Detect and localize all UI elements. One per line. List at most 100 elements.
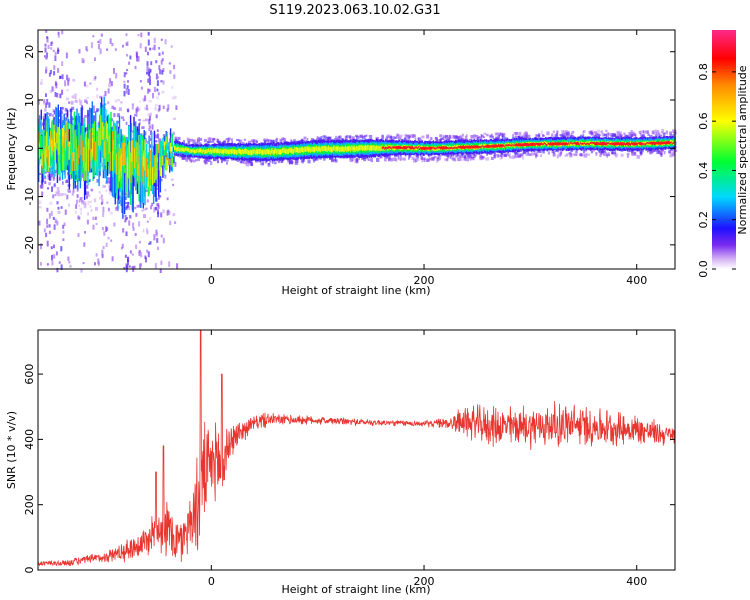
spectrogram-ridge-cell <box>126 162 128 185</box>
spectrogram-cell <box>368 135 373 138</box>
spectrogram-cell <box>436 137 438 141</box>
spectrogram-ridge-cell <box>183 148 185 153</box>
spectrogram-cell <box>489 135 491 138</box>
spectrogram-cell <box>92 105 95 111</box>
spectrogram-cell <box>60 206 63 209</box>
spectrogram-cell <box>529 153 532 157</box>
spectrogram-cell <box>383 157 387 162</box>
spectrogram-cell <box>57 49 60 52</box>
spectrogram-ridge-cell <box>115 130 117 167</box>
spectrogram-ridge-cell <box>414 146 417 149</box>
spectrogram-cell <box>564 130 567 133</box>
spectrogram-ridge-cell <box>72 152 74 172</box>
spectrogram-ridge-cell <box>272 149 275 155</box>
spectrogram-ridge-cell <box>300 146 303 153</box>
spectrogram-cell <box>566 153 569 156</box>
spectrogram-cell <box>554 134 558 138</box>
spectrogram-ridge-cell <box>370 145 372 151</box>
spectrogram-ridge-cell <box>309 146 311 152</box>
spectrogram-ridge-cell <box>434 147 436 150</box>
spectrogram-cell <box>86 49 89 52</box>
spectrogram-ridge-cell <box>546 141 549 146</box>
spectrogram-ridge-cell <box>470 147 472 149</box>
spectrogram-cell <box>395 136 398 139</box>
spectrogram-cell <box>116 113 120 118</box>
spectrogram-cell <box>218 140 221 144</box>
spectrogram-cell <box>464 135 468 140</box>
spectrogram-cell <box>85 195 88 200</box>
spectrogram-ridge-cell <box>165 157 167 171</box>
spectrogram-cell <box>132 227 135 231</box>
spectrogram-cell <box>162 68 165 73</box>
spectrogram-ridge-cell <box>253 149 255 155</box>
spectrogram-cell <box>386 134 391 139</box>
spectrogram-ridge-cell <box>502 143 504 146</box>
spectrogram-cell <box>51 260 54 266</box>
spectrogram-ridge-cell <box>104 141 106 159</box>
spectrogram-ridge-cell <box>172 156 174 166</box>
spectrogram-cell <box>501 156 503 159</box>
spectrogram-cell <box>655 149 658 152</box>
spectrogram-cell <box>45 30 48 33</box>
spectrogram-ridge-cell <box>311 146 313 152</box>
spectrogram-cell <box>156 129 159 132</box>
spectrogram-cell <box>126 142 129 147</box>
spectrogram-cell <box>123 90 126 97</box>
spectrogram-cell <box>129 55 132 60</box>
spectrogram-ridge-cell <box>312 147 315 153</box>
spectrogram-cell <box>559 154 561 158</box>
spectrogram-ridge-cell <box>207 149 209 154</box>
spectrogram-ridge-cell <box>123 142 126 165</box>
spectrogram-cell <box>463 138 467 141</box>
spectrogram-cell <box>138 249 141 253</box>
spectrogram-cell <box>587 153 591 156</box>
spectrogram-cell <box>633 133 636 137</box>
spectrogram-ridge-cell <box>271 148 273 154</box>
spectrogram-cell <box>102 212 105 217</box>
spectrogram-cell <box>453 135 456 138</box>
spectrogram-ridge-cell <box>216 148 219 153</box>
spectrogram-cell <box>144 46 147 52</box>
spectrogram-ridge-cell <box>138 153 140 202</box>
spectrogram-cell <box>152 92 154 99</box>
spectrogram-cell <box>157 203 160 207</box>
spectrogram-cell <box>423 158 426 162</box>
spectrogram-cell <box>254 139 258 143</box>
spectrogram-ridge-cell <box>106 139 108 170</box>
spectrogram-ridge-cell <box>343 147 345 153</box>
spectrogram-cell <box>111 105 115 109</box>
spectrogram-cell <box>195 142 199 146</box>
spectrogram-cell <box>162 134 166 137</box>
spectrogram-cell <box>522 150 526 155</box>
spectrogram-ridge-cell <box>240 150 242 155</box>
spectrogram-cell <box>53 116 56 120</box>
spectrogram-cell <box>317 136 321 139</box>
spectrogram-ridge-cell <box>456 146 458 149</box>
spectrogram-cell <box>315 138 318 142</box>
spectrogram-ridge-cell <box>303 148 305 154</box>
spectrogram-cell <box>389 157 392 161</box>
spectrogram-cell <box>172 117 176 121</box>
spectrogram-ridge-cell <box>351 145 354 151</box>
spectrogram-cell <box>480 138 483 141</box>
spectrogram-cell <box>155 203 159 207</box>
spectrogram-cell <box>552 152 556 157</box>
spectrogram-cell <box>50 47 53 50</box>
spectrogram-cell <box>143 214 146 218</box>
spectrogram-cell <box>398 136 402 141</box>
spectrogram-cell <box>128 205 131 211</box>
spectrogram-cell <box>106 227 109 231</box>
spectrogram-ridge-cell <box>61 141 64 171</box>
spectrogram-ridge-cell <box>101 121 104 140</box>
spectrogram-cell <box>416 159 420 161</box>
spectrogram-cell <box>159 268 162 273</box>
spectrogram-ridge-cell <box>155 153 157 180</box>
spectrogram-ridge-cell <box>76 138 78 171</box>
spectrogram-ridge-cell <box>136 147 139 182</box>
spectrogram-ridge-cell <box>223 150 225 155</box>
spectrogram-cell <box>52 114 54 117</box>
spectrogram-cell <box>66 97 69 101</box>
spectrogram-cell <box>135 244 138 250</box>
spectrogram-cell <box>655 132 658 135</box>
spectrogram-cell <box>139 80 142 83</box>
